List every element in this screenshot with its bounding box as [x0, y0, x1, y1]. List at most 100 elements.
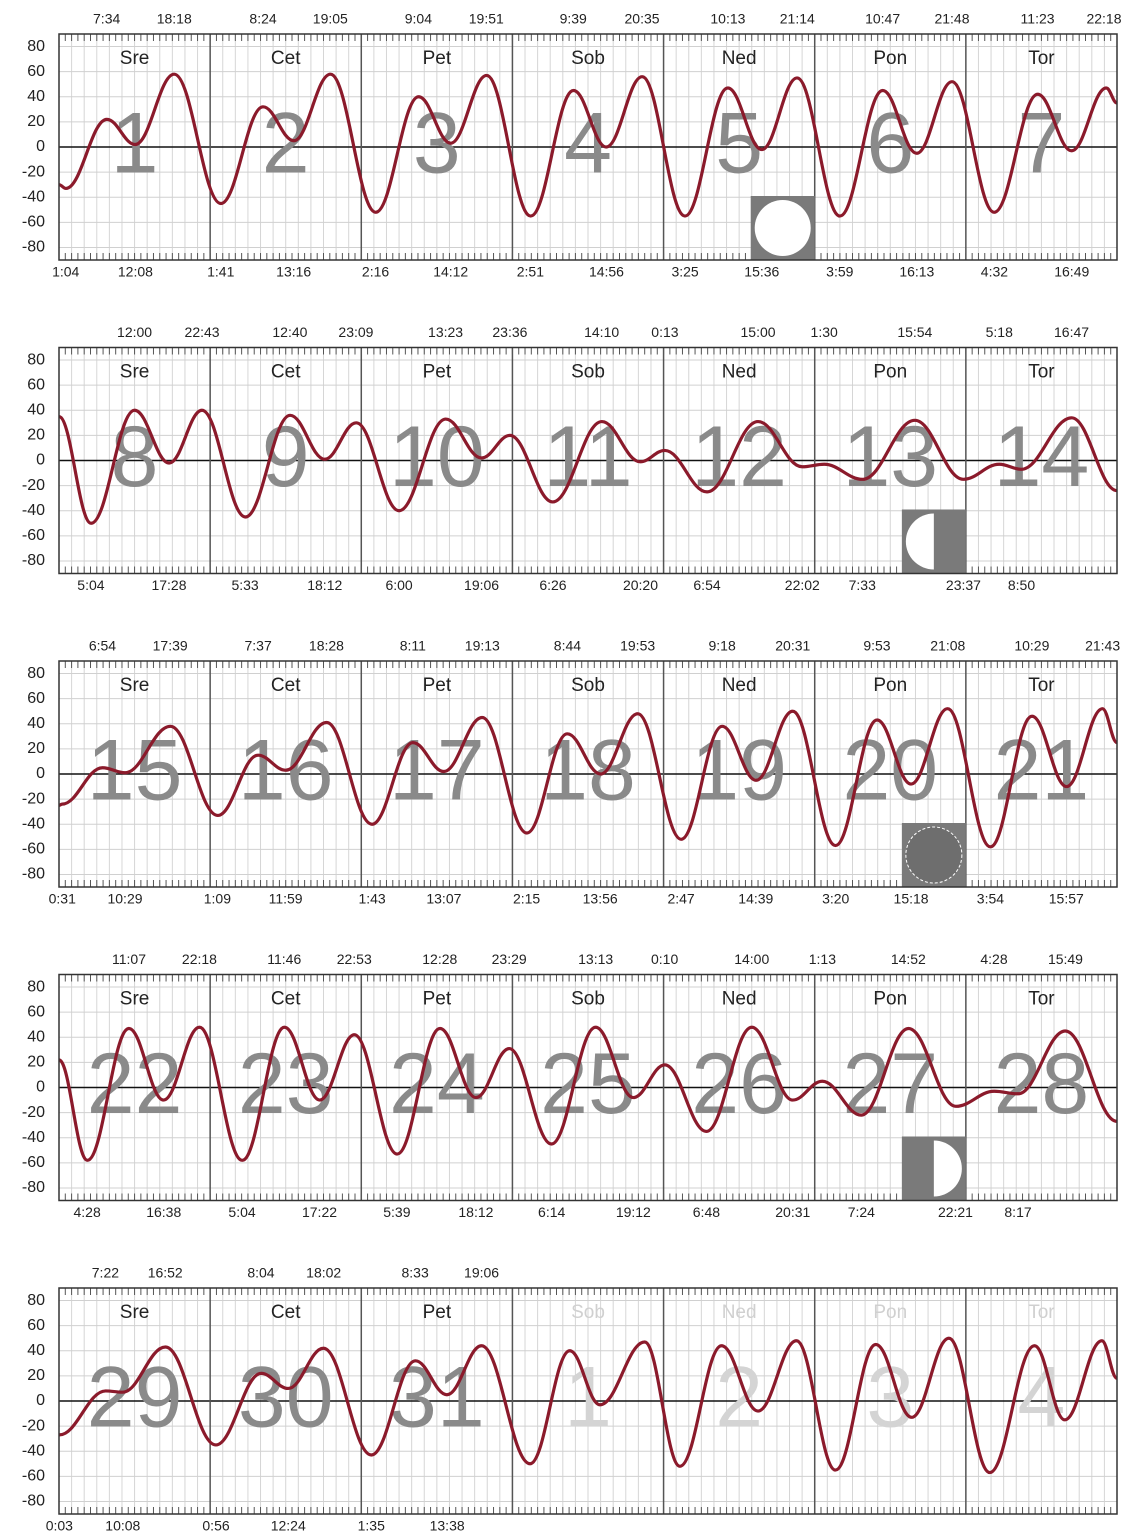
day-name: Ned — [722, 362, 757, 383]
time-label: 11:23 — [1021, 11, 1055, 27]
time-label: 13:38 — [430, 1518, 465, 1534]
time-label: 2:47 — [667, 891, 694, 907]
day-name: Pon — [873, 48, 907, 69]
time-label: 2:15 — [513, 891, 540, 907]
time-label: 16:47 — [1054, 324, 1089, 340]
day-name: Pet — [423, 48, 452, 69]
day-name: Pon — [873, 362, 907, 383]
time-label: 1:30 — [811, 324, 838, 340]
y-tick-label: -80 — [22, 1493, 45, 1510]
time-label: 11:07 — [112, 951, 146, 967]
time-label: 14:56 — [589, 264, 624, 280]
day-number: 7 — [1018, 96, 1066, 192]
time-label: 9:39 — [560, 11, 587, 27]
y-tick-label: 40 — [27, 1342, 45, 1359]
day-name: Sre — [120, 48, 150, 69]
y-tick-label: 40 — [27, 1028, 45, 1045]
day-number: 1 — [564, 1350, 612, 1446]
day-name: Cet — [271, 48, 301, 69]
y-tick-label: 40 — [27, 401, 45, 418]
time-label: 0:56 — [202, 1518, 229, 1534]
day-number: 26 — [691, 1036, 787, 1132]
time-label: 12:40 — [272, 324, 307, 340]
y-tick-label: 0 — [36, 138, 45, 155]
time-label: 6:48 — [693, 1204, 720, 1220]
time-label: 13:23 — [428, 324, 463, 340]
day-name: Ned — [722, 48, 757, 69]
time-label: 17:22 — [302, 1204, 337, 1220]
time-label: 19:05 — [313, 11, 348, 27]
time-label: 14:00 — [734, 951, 769, 967]
time-label: 20:31 — [775, 1204, 810, 1220]
time-label: 1:13 — [809, 951, 836, 967]
time-label: 0:10 — [651, 951, 678, 967]
time-label: 12:00 — [117, 324, 152, 340]
time-label: 3:59 — [826, 264, 853, 280]
y-tick-label: -20 — [22, 163, 45, 180]
plot-frame — [58, 33, 1118, 261]
plot-frame — [58, 973, 1118, 1202]
day-name: Sob — [571, 989, 605, 1010]
day-name: Sre — [120, 675, 150, 696]
y-tick-label: 0 — [36, 1392, 45, 1409]
y-tick-label: 60 — [27, 1003, 45, 1020]
tide-curve — [58, 1336, 1119, 1475]
day-number: 17 — [389, 723, 485, 819]
day-number: 19 — [691, 723, 787, 819]
time-label: 9:04 — [405, 11, 432, 27]
tide-curve — [58, 707, 1118, 849]
time-label: 10:29 — [107, 891, 142, 907]
time-label: 19:13 — [465, 638, 500, 654]
y-tick-label: 80 — [27, 1292, 45, 1309]
time-label: 10:08 — [105, 1518, 140, 1534]
time-label: 16:52 — [148, 1265, 183, 1281]
tide-panel: -80 -60 -40 -20 0 20 40 60 80 29 Sre 30 Cet 31 Pet 1 Sob… — [22, 1265, 1119, 1534]
time-label: 8:24 — [249, 11, 276, 27]
time-label: 5:33 — [231, 577, 258, 593]
time-label: 1:09 — [204, 891, 231, 907]
time-label: 6:14 — [538, 1204, 565, 1220]
y-tick-label: -80 — [22, 1179, 45, 1196]
day-name: Cet — [271, 675, 301, 696]
time-label: 12:24 — [271, 1518, 306, 1534]
time-label: 18:18 — [157, 11, 192, 27]
day-name: Cet — [271, 989, 301, 1010]
y-tick-label: 80 — [27, 351, 45, 368]
y-tick-label: 80 — [27, 665, 45, 682]
y-tick-label: -20 — [22, 477, 45, 494]
y-tick-label: -60 — [22, 841, 45, 858]
time-label: 1:35 — [358, 1518, 385, 1534]
time-label: 23:37 — [946, 577, 981, 593]
day-number: 8 — [111, 409, 159, 505]
time-label: 19:12 — [616, 1204, 651, 1220]
day-name: Tor — [1028, 989, 1055, 1010]
time-label: 10:47 — [865, 11, 900, 27]
time-label: 8:04 — [247, 1265, 274, 1281]
time-label: 15:54 — [897, 324, 932, 340]
time-label: 6:26 — [539, 577, 566, 593]
time-label: 13:56 — [583, 891, 618, 907]
time-label: 20:31 — [775, 638, 810, 654]
time-label: 0:31 — [49, 891, 76, 907]
moon-new — [905, 826, 963, 884]
day-name: Cet — [271, 362, 301, 383]
time-label: 3:54 — [977, 891, 1004, 907]
time-label: 16:38 — [146, 1204, 181, 1220]
y-tick-label: -40 — [22, 815, 45, 832]
y-tick-label: -40 — [22, 1442, 45, 1459]
y-tick-label: -80 — [22, 552, 45, 569]
time-label: 6:00 — [385, 577, 412, 593]
day-name: Ned — [722, 675, 757, 696]
time-label: 4:32 — [981, 264, 1008, 280]
day-number: 21 — [994, 723, 1090, 819]
time-label: 11:46 — [267, 951, 301, 967]
day-name: Sob — [571, 48, 605, 69]
time-label: 12:08 — [118, 264, 153, 280]
day-number: 31 — [389, 1350, 485, 1446]
day-name: Ned — [722, 989, 757, 1010]
time-label: 1:43 — [358, 891, 385, 907]
y-tick-label: 80 — [27, 38, 45, 55]
day-number: 25 — [540, 1036, 636, 1132]
time-label: 8:17 — [1004, 1204, 1031, 1220]
